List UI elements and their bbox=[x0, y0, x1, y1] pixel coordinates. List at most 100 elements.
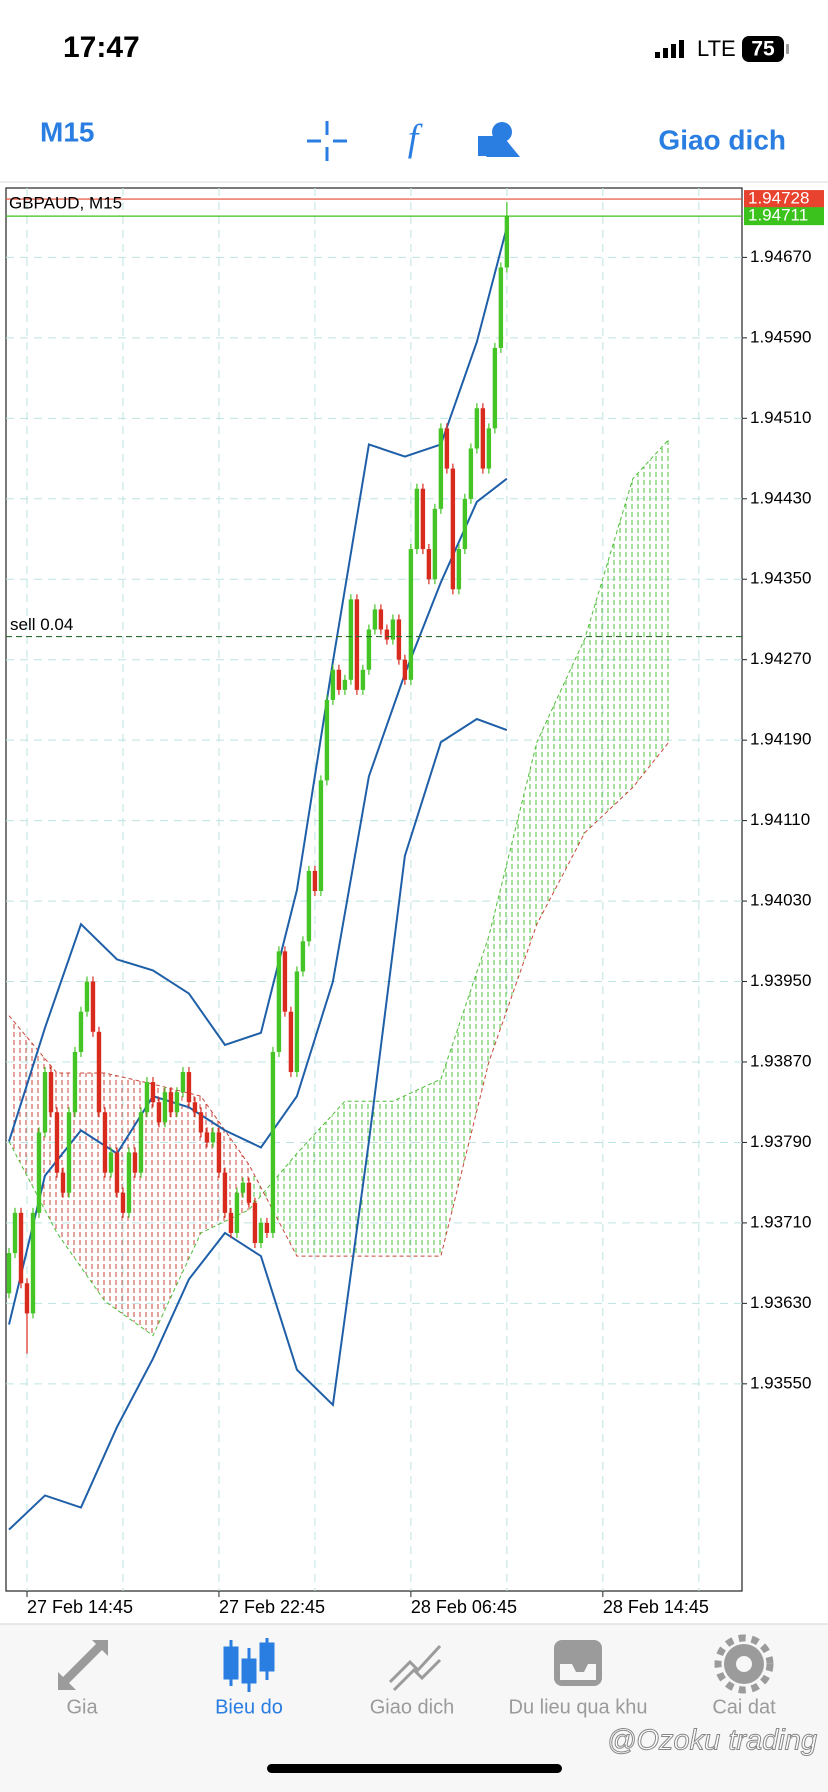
ask-label: 1.94728 bbox=[748, 189, 809, 208]
bollinger-upper bbox=[8, 226, 508, 1142]
candle-body bbox=[162, 1092, 168, 1123]
candle-body bbox=[264, 1222, 270, 1233]
signal-icon bbox=[655, 40, 684, 58]
candle-body bbox=[42, 1072, 48, 1133]
candle-body bbox=[156, 1102, 162, 1123]
tab-label[interactable]: Du lieu qua khu bbox=[509, 1696, 648, 1718]
candle-body bbox=[492, 347, 498, 429]
candle-body bbox=[462, 498, 468, 550]
ask-label-box bbox=[744, 190, 824, 209]
candle-body bbox=[276, 951, 282, 1052]
tab-label[interactable]: Cai dat bbox=[712, 1696, 776, 1718]
timeframe-button[interactable]: M15 bbox=[40, 116, 94, 147]
bollinger-lower bbox=[8, 717, 508, 1531]
indicators-button[interactable]: f bbox=[408, 118, 423, 160]
span-a-line bbox=[8, 439, 670, 1337]
candle-body bbox=[126, 1152, 132, 1213]
order-label: sell 0.04 bbox=[10, 615, 73, 634]
trade-button[interactable]: Giao dich bbox=[658, 124, 786, 155]
candle-body bbox=[366, 629, 372, 670]
candle-body bbox=[498, 267, 504, 348]
y-tick-label: 1.94430 bbox=[750, 488, 811, 507]
tab-icon-history bbox=[554, 1640, 602, 1686]
bid-label: 1.94711 bbox=[748, 206, 808, 225]
y-tick-label: 1.94190 bbox=[750, 730, 811, 749]
candle-body bbox=[306, 870, 312, 942]
x-tick-label: 27 Feb 14:45 bbox=[27, 1597, 133, 1617]
tab-label[interactable]: Gia bbox=[66, 1696, 98, 1718]
candle-body bbox=[312, 870, 318, 892]
candle-body bbox=[150, 1082, 156, 1103]
candle-body bbox=[456, 549, 462, 590]
candle-body bbox=[348, 599, 354, 680]
candle-body bbox=[18, 1212, 24, 1284]
y-tick-label: 1.94510 bbox=[750, 408, 811, 427]
candle-body bbox=[228, 1212, 234, 1233]
home-indicator bbox=[267, 1764, 562, 1773]
objects-button[interactable] bbox=[478, 122, 520, 157]
cloud-segment bbox=[392, 1079, 441, 1257]
x-tick-label: 28 Feb 06:45 bbox=[411, 1597, 517, 1617]
candle-body bbox=[504, 216, 510, 268]
bid-label-box bbox=[744, 207, 824, 226]
candle-body bbox=[294, 971, 300, 1073]
candle-body bbox=[132, 1152, 138, 1173]
candle-body bbox=[390, 619, 396, 640]
tab-label[interactable]: Giao dich bbox=[370, 1696, 455, 1718]
candle-body bbox=[144, 1082, 150, 1113]
candle-body bbox=[450, 468, 456, 590]
tab-icon-settings bbox=[714, 1634, 774, 1694]
candle-body bbox=[246, 1182, 252, 1203]
candle-body bbox=[84, 981, 90, 1012]
candle-body bbox=[438, 428, 444, 509]
candle-body bbox=[258, 1222, 264, 1244]
y-tick-label: 1.94110 bbox=[750, 810, 810, 829]
candle-body bbox=[402, 659, 408, 680]
chart-title: GBPAUD, M15 bbox=[9, 193, 122, 212]
x-tick-label: 27 Feb 22:45 bbox=[219, 1597, 325, 1617]
axes: 1.94670 1.94590 1.94510 1.94430 1.94350 1.942… bbox=[10, 189, 824, 1617]
candle-body bbox=[486, 428, 492, 469]
y-tick-label: 1.94670 bbox=[750, 247, 811, 266]
candle-body bbox=[420, 488, 426, 550]
cloud-segment bbox=[584, 478, 633, 833]
candle-body bbox=[414, 488, 420, 550]
tabs: Gia Bieu do Giao dich Du lieu qua khu Cai da… bbox=[66, 1696, 776, 1718]
y-tick-label: 1.94590 bbox=[750, 327, 811, 346]
candle-body bbox=[180, 1072, 186, 1093]
y-tick-label: 1.93710 bbox=[750, 1212, 811, 1231]
cloud-segment bbox=[344, 1101, 393, 1257]
crosshair-button[interactable] bbox=[307, 121, 347, 161]
candle-body bbox=[114, 1152, 120, 1193]
candle-body bbox=[102, 1112, 108, 1173]
candle-body bbox=[330, 669, 336, 700]
candle-body bbox=[96, 1031, 102, 1113]
candle-body bbox=[6, 1253, 12, 1294]
battery-tip bbox=[786, 44, 789, 54]
candle-body bbox=[336, 669, 342, 690]
candle-body bbox=[354, 599, 360, 690]
candle-body bbox=[216, 1132, 222, 1173]
candle-body bbox=[12, 1212, 18, 1254]
network-label: LTE bbox=[697, 36, 736, 61]
candle-body bbox=[240, 1182, 246, 1193]
candle-body bbox=[198, 1112, 204, 1133]
tab-label[interactable]: Bieu do bbox=[215, 1696, 283, 1718]
candle-body bbox=[204, 1132, 210, 1143]
battery-icon bbox=[742, 36, 784, 62]
cloud-segment bbox=[152, 1084, 201, 1336]
plot-area bbox=[6, 188, 742, 1591]
candle-body bbox=[342, 679, 348, 690]
cloud-segment bbox=[440, 936, 489, 1257]
tab-icon-trade bbox=[388, 1644, 442, 1692]
tab-icon-quotes bbox=[58, 1640, 108, 1690]
candle-body bbox=[234, 1192, 240, 1233]
watermark: @Ozoku trading bbox=[607, 1725, 817, 1757]
y-tick-label: 1.94030 bbox=[750, 891, 811, 910]
candle-body bbox=[90, 981, 96, 1032]
candle-body bbox=[192, 1102, 198, 1113]
y-tick-label: 1.93550 bbox=[750, 1373, 811, 1392]
candle-body bbox=[168, 1092, 174, 1113]
candle-body bbox=[120, 1192, 126, 1213]
